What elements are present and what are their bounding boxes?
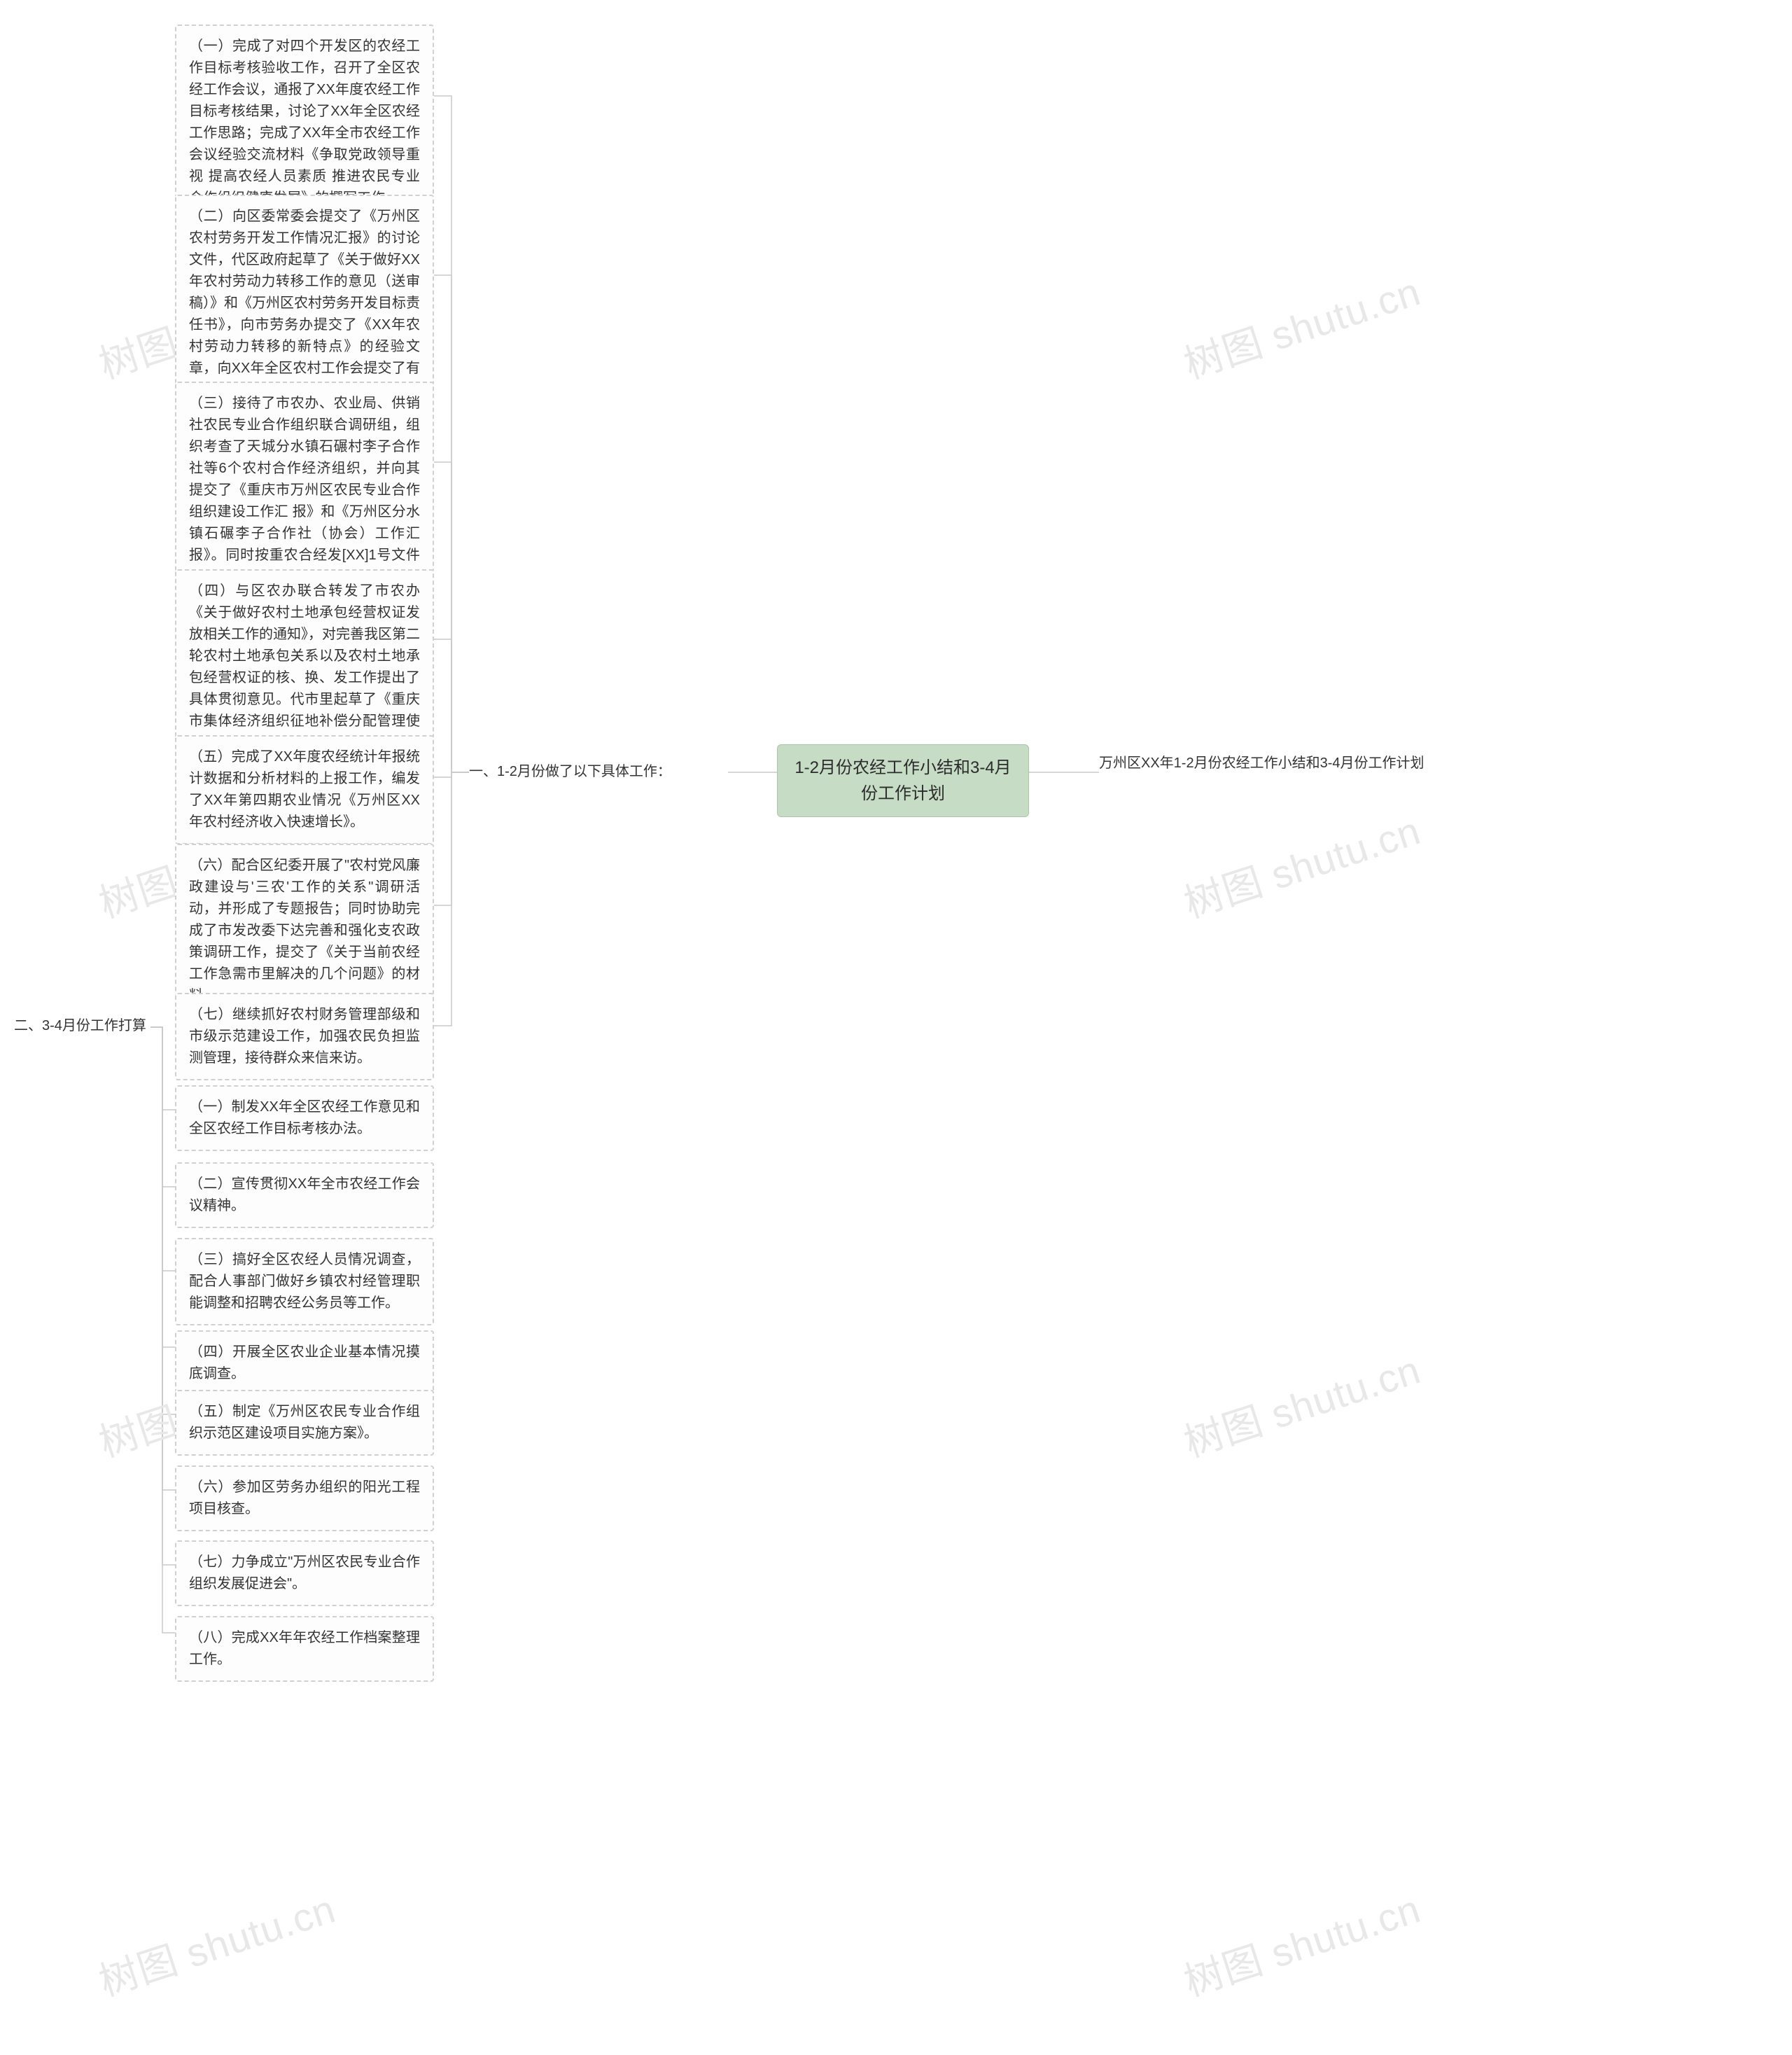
section1-heading[interactable]: 一、1-2月份做了以下具体工作： [469,761,728,783]
section2-item-6[interactable]: （六）参加区劳务办组织的阳光工程项目核查。 [175,1465,434,1531]
section2-item-8[interactable]: （八）完成XX年年农经工作档案整理工作。 [175,1616,434,1682]
section1-item-2[interactable]: （二）向区委常委会提交了《万州区农村劳务开发工作情况汇报》的讨论文件，代区政府起… [175,195,434,412]
section1-item-1[interactable]: （一）完成了对四个开发区的农经工作目标考核验收工作，召开了全区农经工作会议，通报… [175,25,434,221]
watermark: 树图 shutu.cn [1176,800,1427,929]
section2-item-7[interactable]: （七）力争成立"万州区农民专业合作组织发展促进会"。 [175,1540,434,1606]
section2-item-2[interactable]: （二）宣传贯彻XX年全市农经工作会议精神。 [175,1162,434,1228]
section2-item-1[interactable]: （一）制发XX年全区农经工作意见和全区农经工作目标考核办法。 [175,1085,434,1151]
watermark: 树图 shutu.cn [1176,1339,1427,1468]
section2-item-3[interactable]: （三）搞好全区农经人员情况调查，配合人事部门做好乡镇农村经管理职能调整和招聘农经… [175,1238,434,1325]
section2-heading[interactable]: 二、3-4月份工作打算 [14,1015,150,1037]
root-node[interactable]: 1-2月份农经工作小结和3-4月份工作计划 [777,744,1029,817]
watermark: 树图 shutu.cn [1176,260,1427,390]
section2-item-4[interactable]: （四）开展全区农业企业基本情况摸底调查。 [175,1330,434,1396]
section1-item-5[interactable]: （五）完成了XX年度农经统计年报统计数据和分析材料的上报工作，编发了XX年第四期… [175,735,434,844]
watermark: 树图 shutu.cn [1176,1878,1427,2007]
section2-item-5[interactable]: （五）制定《万州区农民专业合作组织示范区建设项目实施方案》。 [175,1390,434,1456]
watermark: 树图 shutu.cn [91,1878,342,2007]
right-child-node[interactable]: 万州区XX年1-2月份农经工作小结和3-4月份工作计划 [1099,753,1428,774]
section1-item-7[interactable]: （七）继续抓好农村财务管理部级和市级示范建设工作，加强农民负担监测管理，接待群众… [175,993,434,1080]
section1-item-6[interactable]: （六）配合区纪委开展了"农村党风廉政建设与'三农'工作的关系"调研活动，并形成了… [175,844,434,1018]
